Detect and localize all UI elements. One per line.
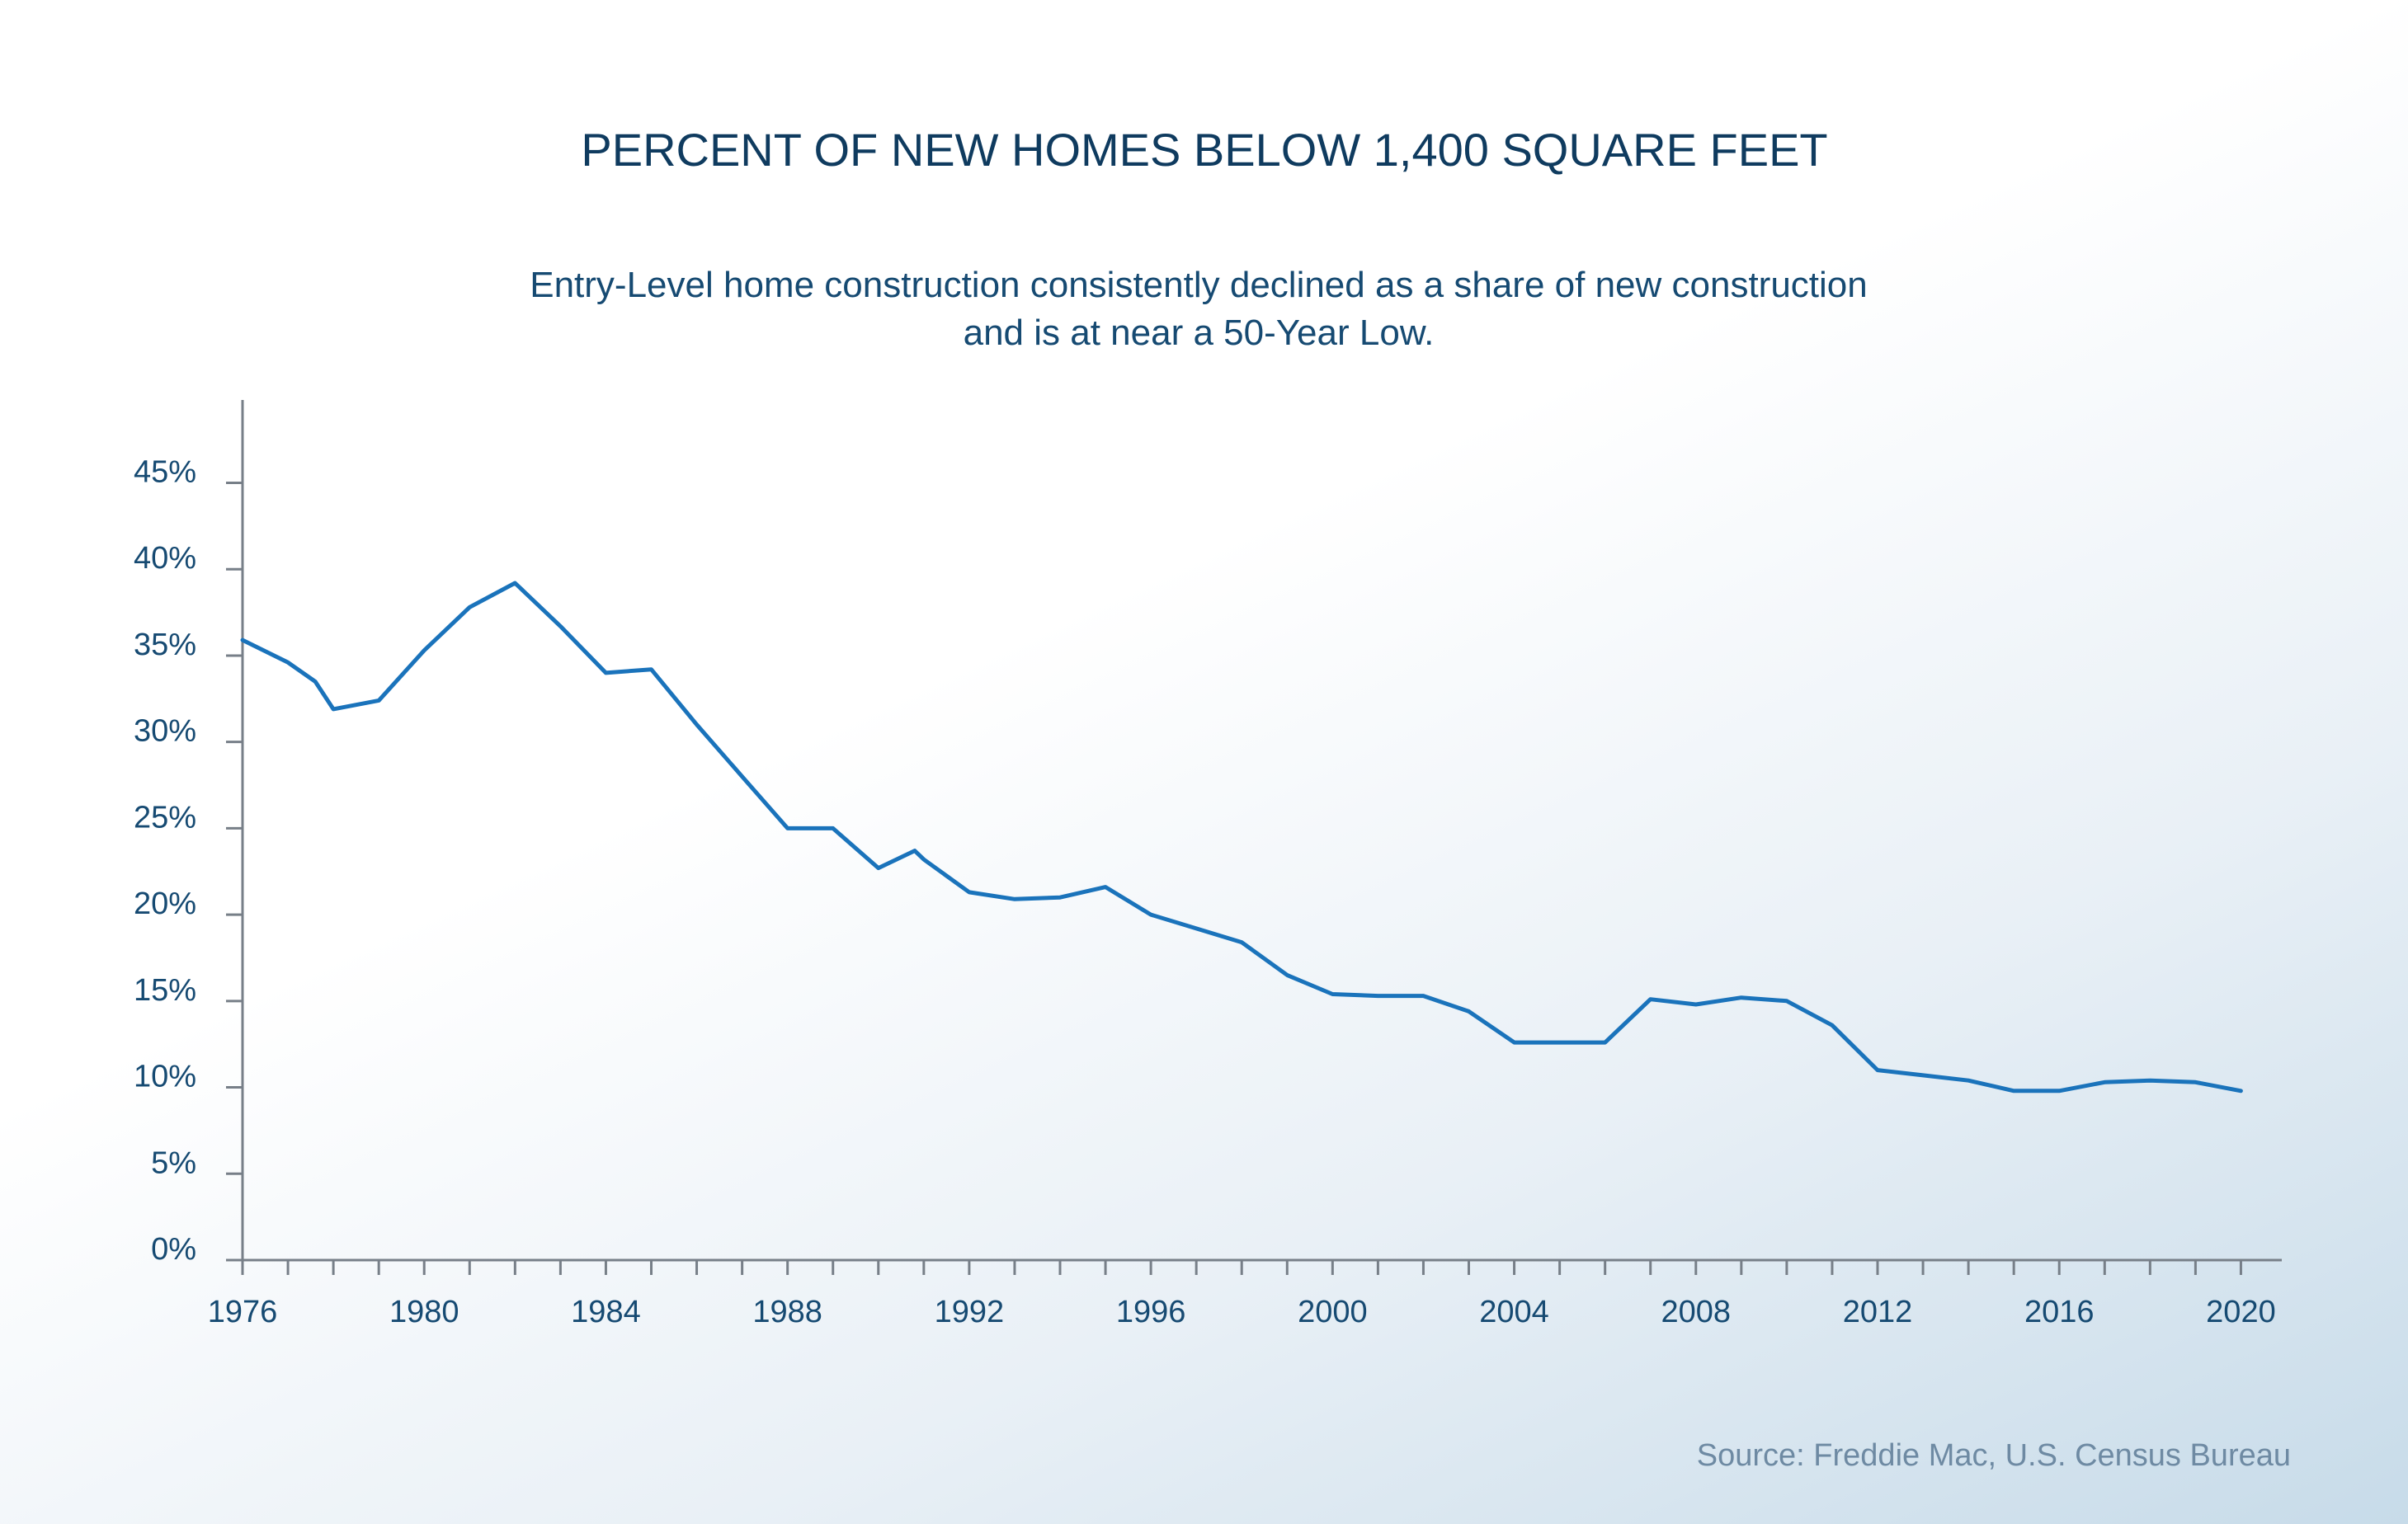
x-tick-label: 2020 — [2206, 1295, 2276, 1329]
series-line-0 — [240, 581, 2243, 1094]
x-tick-label: 1996 — [1116, 1295, 1186, 1329]
source-note: Source: Freddie Mac, U.S. Census Bureau — [1697, 1438, 2291, 1473]
x-tick-label: 2004 — [1479, 1295, 1549, 1329]
y-tick-label: 45% — [134, 455, 196, 490]
x-tick-label: 2000 — [1298, 1295, 1368, 1329]
chart-title: PERCENT OF NEW HOMES BELOW 1,400 SQUARE … — [581, 124, 1827, 176]
y-tick-label: 40% — [134, 541, 196, 576]
x-tick-label: 1992 — [935, 1295, 1005, 1329]
y-tick-label: 0% — [151, 1232, 196, 1267]
chart-subtitle-line-2: and is at near a 50-Year Low. — [964, 313, 1435, 353]
y-tick-label: 5% — [151, 1145, 196, 1180]
y-tick-label: 15% — [134, 973, 196, 1008]
x-tick-label: 1988 — [752, 1295, 822, 1329]
x-tick-label: 1980 — [389, 1295, 459, 1329]
x-tick-label: 2012 — [1843, 1295, 1913, 1329]
x-axis-ticks: 1976 1980 1984 1988 1992 1996 2000 2004 2008 2012… — [208, 1260, 2276, 1329]
chart-subtitle-line-1: Entry-Level home construction consistent… — [530, 265, 1868, 305]
y-tick-label: 20% — [134, 887, 196, 921]
x-tick-label: 1976 — [208, 1295, 278, 1329]
series-layer — [240, 581, 2243, 1094]
x-tick-label: 1984 — [571, 1295, 641, 1329]
x-tick-label: 2016 — [2024, 1295, 2095, 1329]
y-axis-ticks: 0% 5% 10% 15% 20% 25% 30% 35% 40% 45% — [134, 455, 243, 1267]
y-tick-label: 30% — [134, 714, 196, 749]
y-tick-label: 25% — [134, 800, 196, 835]
x-tick-label: 2008 — [1661, 1295, 1732, 1329]
y-tick-label: 35% — [134, 628, 196, 662]
y-tick-label: 10% — [134, 1060, 196, 1094]
